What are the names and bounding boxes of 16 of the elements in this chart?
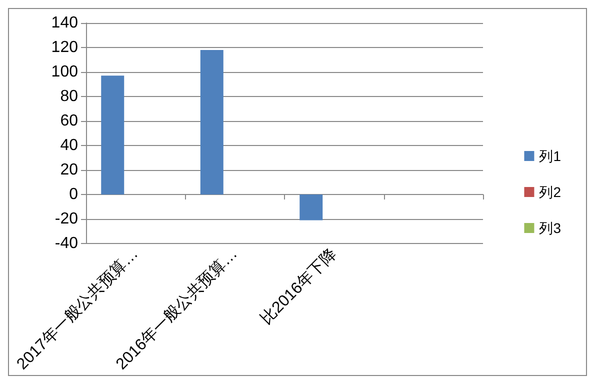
y-tick-label: 80 (60, 88, 78, 106)
y-tick-label: 140 (51, 14, 78, 32)
y-tick-label: 100 (51, 64, 78, 81)
legend-label: 列1 (539, 148, 562, 164)
bar (300, 194, 323, 220)
y-tick-label: 0 (69, 186, 78, 204)
bar (101, 76, 124, 195)
y-tick-label: -20 (54, 210, 78, 228)
y-tick-label: -40 (54, 235, 78, 252)
legend-label: 列3 (539, 220, 562, 236)
legend-label: 列2 (539, 184, 562, 200)
y-tick-label: 60 (60, 112, 78, 130)
y-tick-label: 40 (60, 137, 78, 154)
y-tick-label: 120 (51, 39, 78, 56)
bar (200, 50, 224, 195)
y-tick-label: 20 (60, 162, 78, 179)
